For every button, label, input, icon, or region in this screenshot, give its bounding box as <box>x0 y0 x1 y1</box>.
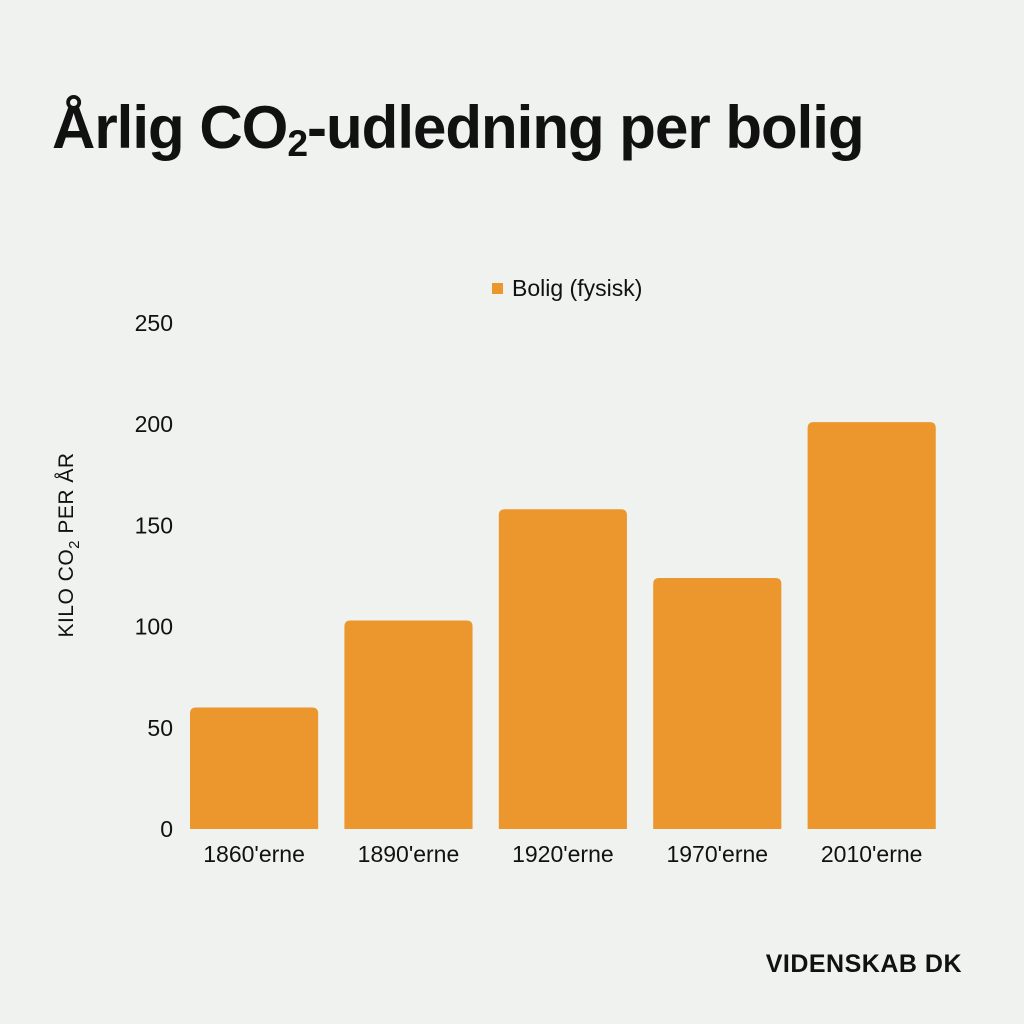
y-axis-label-main: KILO CO <box>55 549 78 638</box>
y-axis-label: KILO CO2 PER ÅR <box>55 452 83 637</box>
videnskab-logo: VIDENSKAB DK <box>765 950 962 978</box>
y-tick-label: 100 <box>135 614 173 640</box>
bar <box>807 422 936 829</box>
y-axis: 0 50 100 150 200 250 <box>135 310 173 842</box>
y-tick-label: 200 <box>135 411 173 437</box>
legend: Bolig (fysisk) <box>492 275 642 301</box>
bar <box>344 620 473 829</box>
bars <box>190 422 936 829</box>
x-tick-label: 1890'erne <box>358 841 460 867</box>
bar <box>498 509 627 829</box>
y-tick-label: 50 <box>147 715 173 741</box>
legend-label: Bolig (fysisk) <box>512 275 642 301</box>
title-main: Årlig CO <box>52 94 288 161</box>
x-axis: 1860'erne 1890'erne 1920'erne 1970'erne 2010… <box>203 841 922 867</box>
title-rest: -udledning per bolig <box>307 94 865 161</box>
bar <box>190 707 319 829</box>
y-tick-label: 250 <box>135 310 173 336</box>
x-tick-label: 2010'erne <box>821 841 923 867</box>
bar <box>653 578 782 829</box>
x-tick-label: 1970'erne <box>666 841 768 867</box>
x-tick-label: 1860'erne <box>203 841 305 867</box>
chart-title: Årlig CO2-udledning per bolig <box>52 98 865 162</box>
y-axis-label-rest: PER ÅR <box>55 452 78 540</box>
y-tick-label: 0 <box>160 816 173 842</box>
y-axis-label-sub: 2 <box>66 540 83 549</box>
x-tick-label: 1920'erne <box>512 841 614 867</box>
legend-swatch <box>492 283 503 294</box>
y-tick-label: 150 <box>135 512 173 538</box>
title-subscript: 2 <box>287 122 308 165</box>
